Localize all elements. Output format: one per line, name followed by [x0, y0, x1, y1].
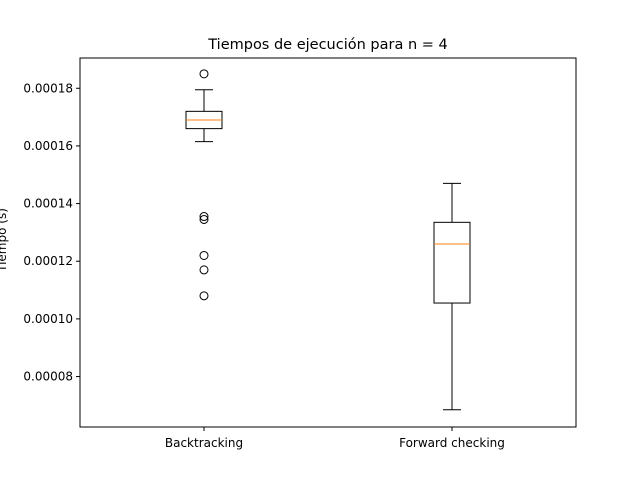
outlier-point: [199, 214, 209, 224]
box-group-1: [433, 182, 471, 411]
y-axis-label: Tiempo (s): [0, 208, 9, 273]
outlier-point: [199, 265, 209, 275]
plot-area: 0.00008 0.00010 0.00012 0.00014 0.00016 0.000…: [23, 69, 505, 450]
outlier-point: [199, 212, 209, 222]
y-tick-label: 0.00012: [23, 254, 73, 268]
x-tick-label: Forward checking: [399, 436, 505, 450]
axes-frame: [79, 57, 577, 428]
outlier-point: [199, 250, 209, 260]
y-tick-label: 0.00008: [23, 370, 73, 384]
box-group-0: [185, 69, 223, 301]
y-tick-label: 0.00018: [23, 81, 73, 95]
y-tick-label: 0.00016: [23, 139, 73, 153]
outlier-point: [199, 69, 209, 79]
chart-title: Tiempos de ejecución para n = 4: [207, 37, 448, 53]
x-tick-label: Backtracking: [165, 436, 243, 450]
y-tick-label: 0.00010: [23, 312, 73, 326]
box-iqr: [433, 221, 471, 304]
y-tick-label: 0.00014: [23, 197, 73, 211]
outlier-point: [199, 291, 209, 301]
